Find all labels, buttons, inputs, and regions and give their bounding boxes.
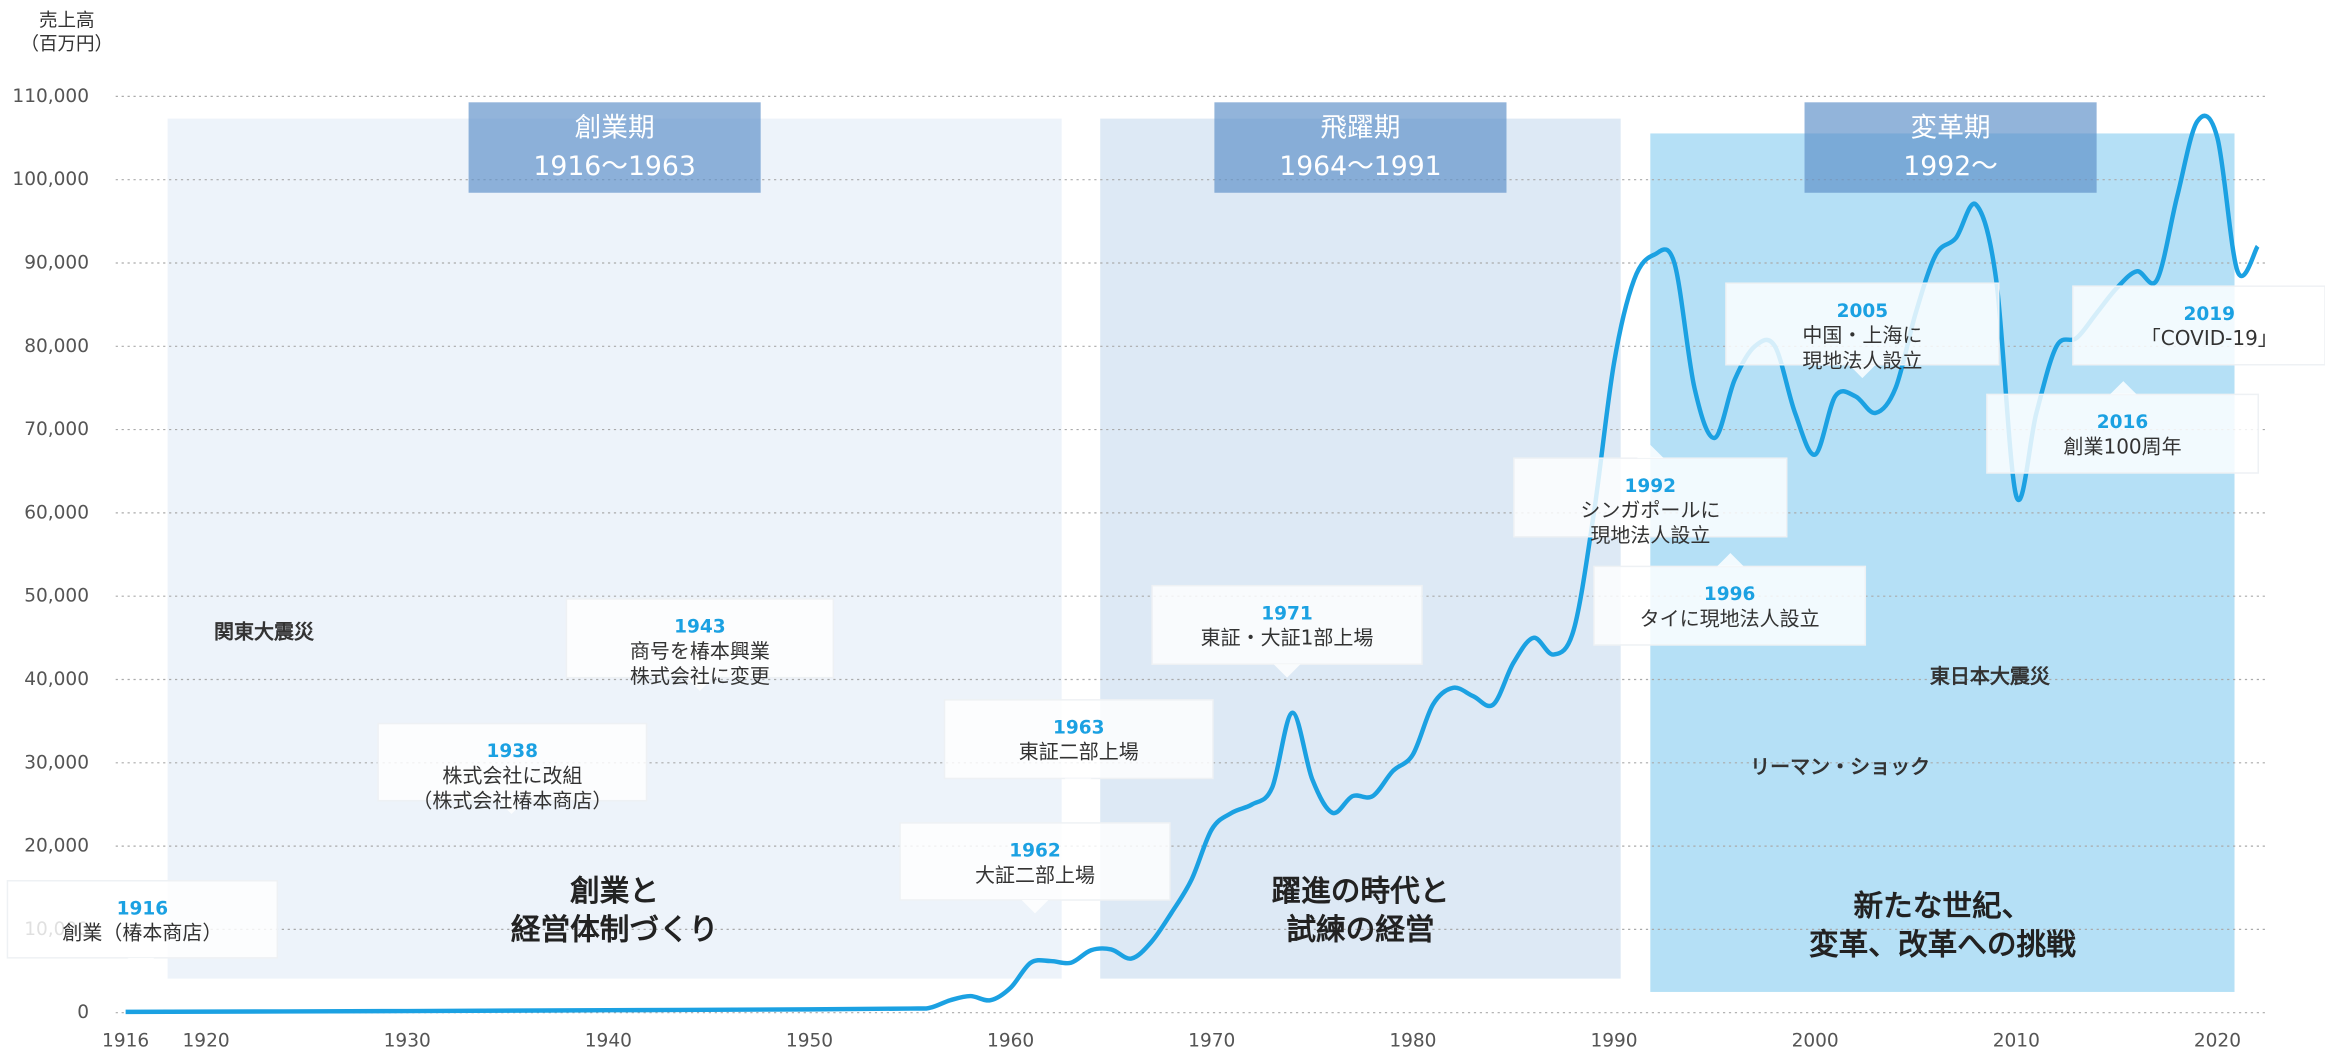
event-text: 株式会社に改組 [442,763,582,787]
period-caption: 躍進の時代と [1272,873,1450,908]
event-year: 2019 [2184,304,2236,325]
callout-pointer [1636,444,1664,459]
x-tick-label: 1940 [585,1030,632,1051]
x-tick-label: 1960 [987,1030,1034,1051]
x-tick-label: 1916 [102,1030,149,1051]
period-range: 1964〜1991 [1279,151,1441,182]
x-tick-label: 2010 [1993,1030,2040,1051]
period-name: 飛躍期 [1320,112,1400,143]
callout-box [1513,457,1788,538]
event-year: 1971 [1261,603,1313,624]
callout-pointer [686,677,714,691]
y-tick-label: 20,000 [24,836,89,857]
y-tick-label: 110,000 [12,86,89,107]
event-text: タイに現地法人設立 [1640,606,1820,630]
y-tick-label: 50,000 [24,586,89,607]
y-axis-label: 売上高 [39,10,95,31]
x-tick-label: 2000 [1792,1030,1839,1051]
callout-box [2072,285,2325,366]
callout-pointer [1021,900,1049,914]
period-header [1804,102,2097,193]
x-tick-label: 1920 [183,1030,230,1051]
period-caption: 創業と [570,873,659,908]
callout-box [565,598,835,679]
callout-pointer [1273,664,1301,678]
event-note: 東日本大震災 [1930,664,2051,688]
x-tick-label: 1980 [1389,1030,1436,1051]
event-year: 1963 [1053,718,1105,739]
y-tick-label: 60,000 [24,502,89,523]
callout-pointer [127,957,155,972]
y-tick-label: 40,000 [24,669,89,690]
callout-box [1986,393,2259,474]
period-caption: 変革、改革への挑戦 [1809,926,2076,961]
period-caption: 経営体制づくり [511,912,718,947]
event-year: 1943 [674,617,726,638]
callout-pointer [1849,364,1876,379]
y-tick-label: 30,000 [24,752,89,773]
period-caption: 新たな世紀、 [1853,888,2031,923]
x-tick-label: 1950 [786,1030,833,1051]
event-text: 現地法人設立 [1590,523,1710,547]
event-text: （株式会社椿本商店） [412,789,612,813]
event-text: 大証二部上場 [975,863,1095,887]
y-tick-label: 90,000 [24,252,89,273]
callout-pointer [498,800,525,815]
event-text: 創業100周年 [2063,434,2181,458]
x-tick-label: 1990 [1590,1030,1637,1051]
x-tick-label: 1970 [1188,1030,1235,1051]
event-year: 2016 [2097,412,2149,433]
event-year: 1992 [1625,476,1677,497]
period-range: 1992〜 [1903,151,1998,182]
event-year: 1996 [1704,584,1756,605]
event-text: シンガポールに [1580,498,1720,522]
event-text: 東証・大証1部上場 [1201,626,1374,650]
y-tick-label: 70,000 [24,419,89,440]
callout-pointer [2109,381,2137,395]
y-tick-label: 0 [77,1002,89,1023]
event-note: リーマン・ショック [1750,755,1930,779]
y-tick-label: 80,000 [24,336,89,357]
period-band [1100,118,1621,979]
event-year: 1916 [117,898,169,919]
callout-box [1151,584,1423,666]
y-tick-label: 100,000 [12,169,89,190]
x-tick-label: 2020 [2194,1030,2241,1051]
callout-box [899,822,1171,901]
event-text: 東証二部上場 [1019,740,1139,764]
sales-line [125,113,2260,1015]
period-range: 1916〜1963 [533,151,695,182]
period-name: 創業期 [575,112,655,143]
period-name: 変革期 [1911,112,1991,143]
event-year: 1962 [1009,841,1061,862]
callout-box [1593,565,1867,646]
event-text: 「COVID-19」 [2141,326,2278,350]
callout-pointer [1717,553,1744,567]
x-tick-label: 1930 [384,1030,431,1051]
period-header [468,102,761,193]
event-text: 創業（椿本商店） [62,921,222,945]
event-text: 現地法人設立 [1802,348,1922,372]
callout-box [943,699,1214,780]
period-caption: 試練の経営 [1286,912,1434,947]
period-band [1650,133,2235,992]
event-text: 中国・上海に [1802,323,1922,347]
callout-box [1725,282,2000,366]
event-year: 2005 [1837,301,1889,322]
callout-pointer [1064,778,1092,792]
event-text: 株式会社に変更 [630,664,770,688]
event-year: 1938 [487,741,539,762]
y-axis-label: （百万円） [20,34,113,55]
event-note: 関東大震災 [214,620,315,644]
period-header [1214,102,1507,193]
event-text: 商号を椿本興業 [630,639,770,663]
